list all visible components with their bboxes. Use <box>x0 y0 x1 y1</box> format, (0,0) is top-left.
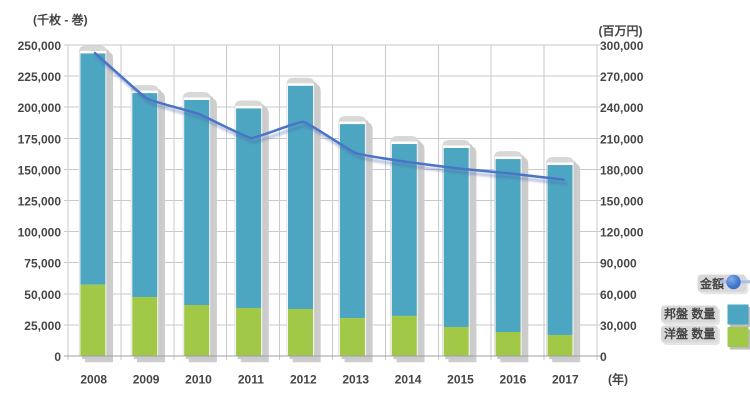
svg-text:2017: 2017 <box>552 373 579 387</box>
svg-text:2013: 2013 <box>342 373 369 387</box>
svg-text:225,000: 225,000 <box>18 70 62 84</box>
svg-text:2012: 2012 <box>290 373 317 387</box>
svg-text:175,000: 175,000 <box>18 132 62 146</box>
svg-text:2015: 2015 <box>447 373 474 387</box>
svg-text:0: 0 <box>600 350 607 364</box>
svg-text:150,000: 150,000 <box>18 163 62 177</box>
svg-text:金額: 金額 <box>699 276 724 291</box>
svg-text:25,000: 25,000 <box>24 319 61 333</box>
svg-text:75,000: 75,000 <box>24 257 61 271</box>
svg-text:250,000: 250,000 <box>18 39 62 53</box>
svg-text:(百万円): (百万円) <box>599 24 643 38</box>
svg-text:(千枚 - 巻): (千枚 - 巻) <box>33 12 88 27</box>
svg-text:240,000: 240,000 <box>600 101 644 115</box>
svg-text:210,000: 210,000 <box>600 132 644 146</box>
svg-text:洋盤 数量: 洋盤 数量 <box>664 326 715 341</box>
svg-text:(年): (年) <box>608 372 628 387</box>
svg-text:60,000: 60,000 <box>600 288 637 302</box>
svg-text:300,000: 300,000 <box>600 39 644 53</box>
svg-text:2010: 2010 <box>185 373 212 387</box>
svg-text:50,000: 50,000 <box>24 288 61 302</box>
svg-text:30,000: 30,000 <box>600 319 637 333</box>
svg-text:2011: 2011 <box>238 373 264 387</box>
svg-text:180,000: 180,000 <box>600 163 644 177</box>
svg-text:2009: 2009 <box>133 373 160 387</box>
svg-text:200,000: 200,000 <box>18 101 62 115</box>
svg-text:125,000: 125,000 <box>18 195 62 209</box>
svg-text:150,000: 150,000 <box>600 195 644 209</box>
svg-text:0: 0 <box>54 350 61 364</box>
svg-text:2016: 2016 <box>500 373 527 387</box>
svg-text:120,000: 120,000 <box>600 226 644 240</box>
svg-text:2014: 2014 <box>395 373 422 387</box>
svg-text:100,000: 100,000 <box>18 226 62 240</box>
svg-text:2008: 2008 <box>80 373 107 387</box>
svg-text:邦盤 数量: 邦盤 数量 <box>664 306 715 321</box>
svg-text:90,000: 90,000 <box>600 257 637 271</box>
svg-text:270,000: 270,000 <box>600 70 644 84</box>
